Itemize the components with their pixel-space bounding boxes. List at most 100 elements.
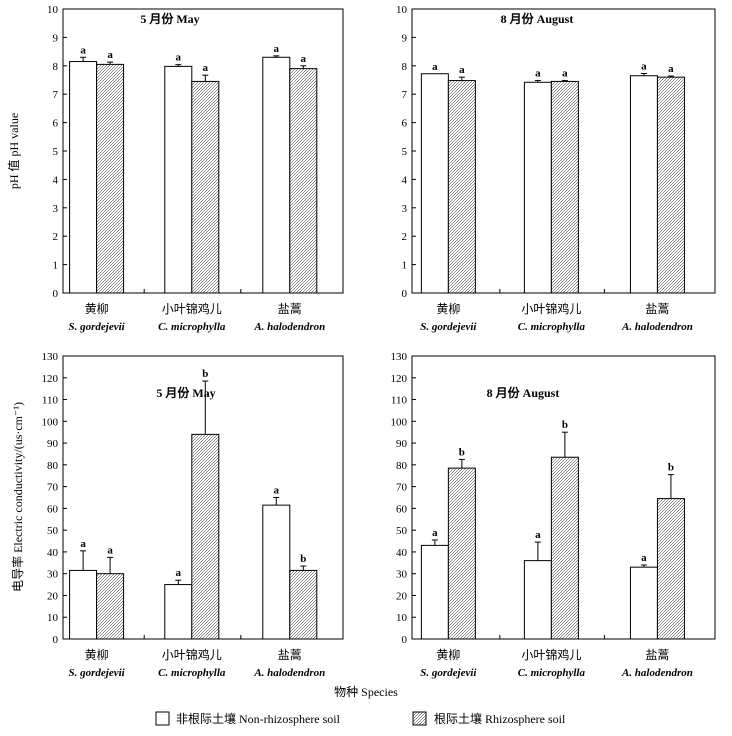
- y-tick-label: 7: [402, 89, 408, 101]
- significance-letter: a: [176, 567, 182, 579]
- category-label-sci: S. gordejevii: [68, 321, 125, 333]
- significance-letter: a: [176, 52, 182, 64]
- bar-non-rhizosphere-3: [629, 75, 658, 294]
- y-tick-label: 70: [47, 482, 59, 494]
- y-tick-label: 2: [402, 231, 408, 243]
- bar-rhizosphere-1: [96, 63, 125, 294]
- significance-letter: a: [459, 64, 465, 76]
- bar-rhizosphere-2: [550, 456, 579, 640]
- category-label-sci: A. halodendron: [621, 667, 693, 679]
- chart-title: 5 月份 May: [156, 385, 215, 400]
- y-tick-label: 10: [396, 612, 408, 624]
- significance-letter: a: [274, 485, 280, 497]
- chart-title: 5 月份 May: [140, 11, 199, 26]
- significance-letter: a: [668, 63, 674, 75]
- bar-rhizosphere-3: [656, 498, 685, 640]
- y-tick-label: 20: [47, 590, 59, 602]
- category-label-cn: 盐蒿: [278, 648, 302, 662]
- significance-letter: a: [641, 552, 647, 564]
- significance-letter: a: [80, 44, 86, 56]
- y-tick-label: 110: [42, 395, 59, 407]
- significance-letter: b: [459, 446, 465, 458]
- y-axis-label: pH 值 pH value: [6, 113, 21, 189]
- y-tick-label: 5: [53, 146, 59, 158]
- category-label-sci: C. microphylla: [158, 321, 226, 333]
- y-tick-label: 8: [402, 61, 408, 73]
- legend-label-rhizosphere: 根际土壤 Rhizosphere soil: [434, 711, 566, 726]
- y-tick-label: 40: [396, 547, 408, 559]
- significance-letter: a: [301, 53, 307, 65]
- category-label-cn: 小叶锦鸡儿: [521, 647, 581, 662]
- category-label-cn: 黄柳: [436, 648, 460, 662]
- y-tick-label: 20: [396, 590, 408, 602]
- category-label-sci: S. gordejevii: [68, 667, 125, 679]
- y-tick-label: 0: [402, 634, 408, 646]
- category-label-sci: A. halodendron: [253, 321, 325, 333]
- y-tick-label: 1: [53, 260, 59, 272]
- chart-title: 8 月份 August: [501, 11, 574, 26]
- bar-non-rhizosphere-1: [69, 61, 98, 294]
- bar-rhizosphere-3: [289, 569, 318, 640]
- bar-non-rhizosphere-1: [69, 569, 98, 640]
- chart-title: 8 月份 August: [487, 385, 560, 400]
- y-tick-label: 0: [402, 288, 408, 300]
- y-tick-label: 60: [396, 503, 408, 515]
- category-label-cn: 盐蒿: [645, 648, 669, 662]
- legend: 非根际土壤 Non-rhizosphere soil 根际土壤 Rhizosph…: [155, 711, 566, 726]
- category-label-cn: 黄柳: [85, 302, 109, 316]
- legend-swatch-rhizosphere: [412, 711, 427, 726]
- significance-letter: a: [274, 43, 280, 55]
- category-label-sci: S. gordejevii: [420, 321, 477, 333]
- bar-non-rhizosphere-2: [523, 560, 552, 640]
- category-label-cn: 盐蒿: [645, 302, 669, 316]
- bar-non-rhizosphere-2: [523, 81, 552, 294]
- significance-letter: a: [641, 60, 647, 72]
- bar-non-rhizosphere-3: [262, 56, 291, 294]
- y-tick-label: 110: [391, 395, 408, 407]
- significance-letter: a: [535, 529, 541, 541]
- y-tick-label: 9: [402, 32, 408, 44]
- y-tick-label: 80: [396, 460, 408, 472]
- significance-letter: a: [80, 538, 86, 550]
- category-label-cn: 盐蒿: [278, 302, 302, 316]
- category-label-cn: 小叶锦鸡儿: [521, 301, 581, 316]
- chart-panel-3: 0 10 20 30 40 50 60 70 80 90 100 110 120 130 5 月份 May 电…: [10, 351, 344, 679]
- significance-letter: a: [432, 61, 438, 73]
- bar-rhizosphere-3: [656, 76, 685, 294]
- y-tick-label: 8: [53, 61, 59, 73]
- y-tick-label: 130: [42, 351, 59, 363]
- y-tick-label: 0: [53, 634, 59, 646]
- y-tick-label: 10: [396, 4, 408, 16]
- chart-panel-2: 0 1 2 3 4 5 6 7 8 9 10 8 月份 August a a 黄柳 S. gordejevii…: [396, 4, 716, 333]
- y-tick-label: 100: [42, 416, 59, 428]
- y-tick-label: 90: [396, 438, 408, 450]
- category-label-cn: 黄柳: [85, 648, 109, 662]
- y-tick-label: 50: [396, 525, 408, 537]
- chart-panel-4: 0 10 20 30 40 50 60 70 80 90 100 110 120 130 8 月份 Augu…: [391, 351, 716, 679]
- y-tick-label: 50: [47, 525, 59, 537]
- bar-rhizosphere-1: [447, 80, 476, 294]
- y-axis-label: 电导率 Electric conductivity/(us·cm⁻¹): [10, 402, 25, 592]
- category-label-cn: 小叶锦鸡儿: [162, 301, 222, 316]
- significance-letter: a: [203, 62, 209, 74]
- y-tick-label: 90: [47, 438, 59, 450]
- y-tick-label: 4: [53, 174, 59, 186]
- bar-rhizosphere-2: [191, 433, 220, 640]
- y-tick-label: 130: [391, 351, 408, 363]
- bar-rhizosphere-1: [447, 467, 476, 640]
- y-tick-label: 30: [47, 569, 59, 581]
- significance-letter: a: [432, 527, 438, 539]
- y-tick-label: 60: [47, 503, 59, 515]
- significance-letter: a: [107, 544, 113, 556]
- bar-non-rhizosphere-2: [164, 65, 193, 294]
- legend-swatch-non-rhizosphere: [155, 711, 170, 726]
- y-tick-label: 5: [402, 146, 408, 158]
- significance-letter: b: [668, 462, 674, 474]
- bar-non-rhizosphere-3: [629, 566, 658, 640]
- y-tick-label: 4: [402, 174, 408, 186]
- bar-non-rhizosphere-1: [420, 544, 449, 640]
- bar-non-rhizosphere-3: [262, 504, 291, 640]
- y-tick-label: 3: [402, 203, 408, 215]
- y-tick-label: 100: [391, 416, 408, 428]
